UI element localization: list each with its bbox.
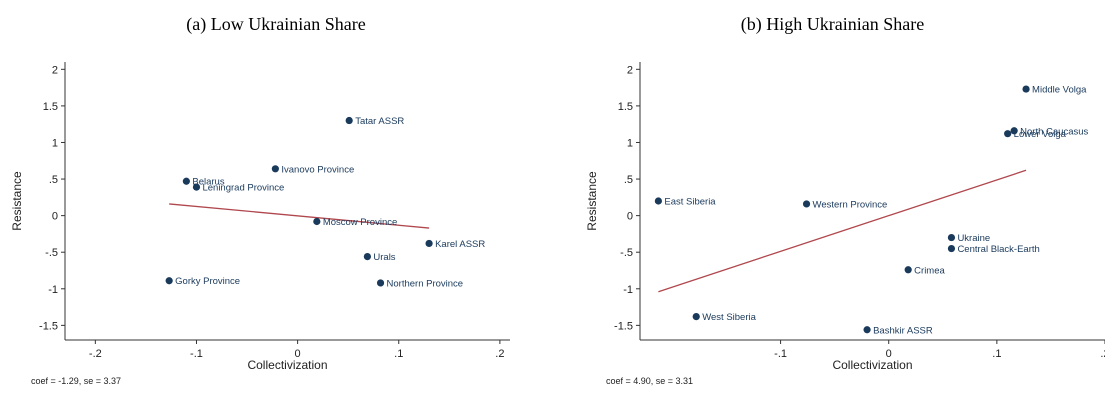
panel-high-ukrainian-share: (b) High Ukrainian Share -1.5 -1 -.5 0 .5 1 1.… (560, 0, 1105, 394)
y-tick-label: .5 (624, 174, 633, 186)
data-point (192, 183, 201, 191)
panel-title: (a) Low Ukrainian Share (186, 14, 366, 34)
y-tick-label: 1.5 (618, 101, 633, 113)
x-tick-label: .1 (992, 348, 1001, 360)
y-axis-label: Resistance (10, 171, 24, 231)
point-label: Ivanovo Province (281, 164, 354, 175)
data-point (802, 200, 811, 208)
data-point (692, 312, 700, 321)
y-tick-label: -1.5 (614, 320, 633, 332)
fit-line (658, 169, 1027, 293)
data-point (182, 177, 190, 185)
data-point (904, 266, 912, 274)
y-tick-label: -.5 (45, 247, 58, 259)
data-point (271, 165, 279, 173)
x-tick-label: -.1 (190, 348, 203, 360)
scatter-plot-low-ukrainian-share: -1.5 -1 -.5 0 .5 1 1.5 2 -.2 -.1 0 .1 .2 Collectiviza… (10, 62, 510, 372)
point-label: West Siberia (702, 312, 756, 323)
point-label: Crimea (914, 265, 945, 276)
data-point (165, 277, 173, 285)
y-tick-label: 1.5 (43, 101, 58, 113)
y-tick-label: 2 (627, 64, 633, 76)
point-label: Middle Volga (1032, 85, 1087, 96)
data-point (863, 326, 871, 334)
data-point (1022, 85, 1030, 93)
data-point (654, 197, 662, 205)
point-label: Moscow Province (323, 217, 397, 228)
data-point (345, 116, 353, 125)
fit-line (169, 203, 430, 229)
x-axis-label: Collectivization (832, 358, 912, 372)
y-axis-label: Resistance (585, 171, 599, 231)
data-point (313, 217, 321, 226)
y-tick-label: -1.5 (39, 320, 58, 332)
point-label: Bashkir ASSR (873, 325, 933, 336)
regression-note: coef = -1.29, se = 3.37 (31, 376, 122, 386)
y-tick-label: 0 (52, 211, 58, 223)
x-tick-label: 0 (886, 348, 892, 360)
point-label: Leningrad Province (202, 183, 284, 194)
data-point (947, 233, 956, 242)
point-label: North Caucasus (1020, 126, 1088, 137)
data-point (1004, 130, 1012, 138)
regression-note: coef = 4.90, se = 3.31 (606, 376, 694, 386)
point-label: East Siberia (664, 197, 716, 208)
data-point (947, 244, 956, 253)
point-label: Central Black-Earth (957, 244, 1039, 255)
x-tick-label: 0 (295, 348, 301, 360)
y-tick-label: -1 (48, 284, 58, 296)
x-tick-label: -.2 (89, 348, 102, 360)
panel-title: (b) High Ukrainian Share (740, 14, 925, 34)
point-label: Gorky Province (175, 276, 240, 287)
point-label: Northern Province (387, 278, 464, 289)
x-axis-label: Collectivization (247, 358, 327, 372)
data-point (425, 239, 433, 248)
point-label: Lower Volga (1014, 129, 1067, 140)
y-tick-label: -.5 (620, 247, 633, 259)
point-label: Western Province (813, 199, 888, 210)
data-point (363, 253, 371, 261)
point-label: Ukraine (957, 233, 990, 244)
x-tick-label: .1 (394, 348, 403, 360)
scatter-plot-high-ukrainian-share: -1.5 -1 -.5 0 .5 1 1.5 2 -.1 0 .1 .2 Collectivizatio… (585, 62, 1105, 372)
x-tick-label: .2 (1100, 348, 1105, 360)
y-tick-label: 1 (52, 137, 58, 149)
y-tick-label: -1 (623, 284, 633, 296)
point-label: Belarus (192, 177, 224, 188)
data-point (376, 279, 385, 287)
y-tick-label: 2 (52, 64, 58, 76)
y-tick-label: .5 (49, 174, 58, 186)
y-tick-label: 0 (627, 211, 633, 223)
point-label: Tatar ASSR (355, 116, 404, 127)
x-tick-label: -.1 (774, 348, 787, 360)
point-label: Karel ASSR (435, 239, 485, 250)
panel-low-ukrainian-share: (a) Low Ukrainian Share -1.5 -1 -.5 0 .5 1 1.5… (0, 0, 552, 394)
data-point (1010, 127, 1018, 135)
point-label: Urals (373, 252, 395, 263)
x-tick-label: .2 (495, 348, 504, 360)
y-tick-label: 1 (627, 137, 633, 149)
